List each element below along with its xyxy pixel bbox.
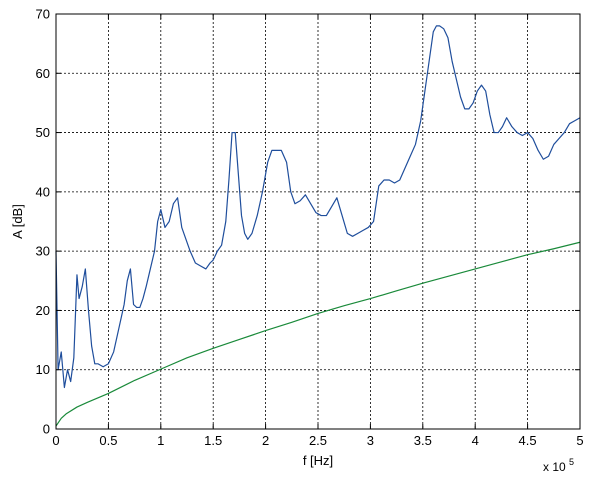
- series-line-2: [55, 241, 581, 427]
- y-tick-label: 20: [36, 303, 50, 318]
- x-tick-label: 3.5: [414, 433, 432, 448]
- y-tick-label: 70: [36, 7, 50, 22]
- x-multiplier-base: x 10: [543, 460, 566, 474]
- y-tick-label: 60: [36, 66, 50, 81]
- y-tick-label: 40: [36, 184, 50, 199]
- x-tick-label: 0.5: [99, 433, 117, 448]
- y-tick-label: 10: [36, 362, 50, 377]
- x-tick-label: 1.5: [204, 433, 222, 448]
- x-tick-label: 4.5: [519, 433, 537, 448]
- x-tick-label: 3: [367, 433, 374, 448]
- x-multiplier-label: x 10 5: [543, 457, 574, 474]
- x-tick-label: 0: [52, 433, 59, 448]
- x-tick-label: 5: [576, 433, 583, 448]
- x-tick-label: 4: [472, 433, 479, 448]
- y-tick-label: 0: [43, 422, 50, 437]
- y-tick-label: 50: [36, 125, 50, 140]
- x-multiplier-exponent: 5: [569, 457, 574, 467]
- series-line-1: [55, 25, 581, 389]
- x-tick-label: 1: [157, 433, 164, 448]
- x-tick-label: 2.5: [309, 433, 327, 448]
- x-tick-label: 2: [262, 433, 269, 448]
- y-axis-label: A [dB]: [10, 204, 25, 239]
- y-tick-label: 30: [36, 244, 50, 259]
- ticks: [55, 13, 581, 430]
- series-layer: [55, 25, 581, 427]
- x-axis-label: f [Hz]: [303, 453, 333, 468]
- grid: [56, 14, 580, 429]
